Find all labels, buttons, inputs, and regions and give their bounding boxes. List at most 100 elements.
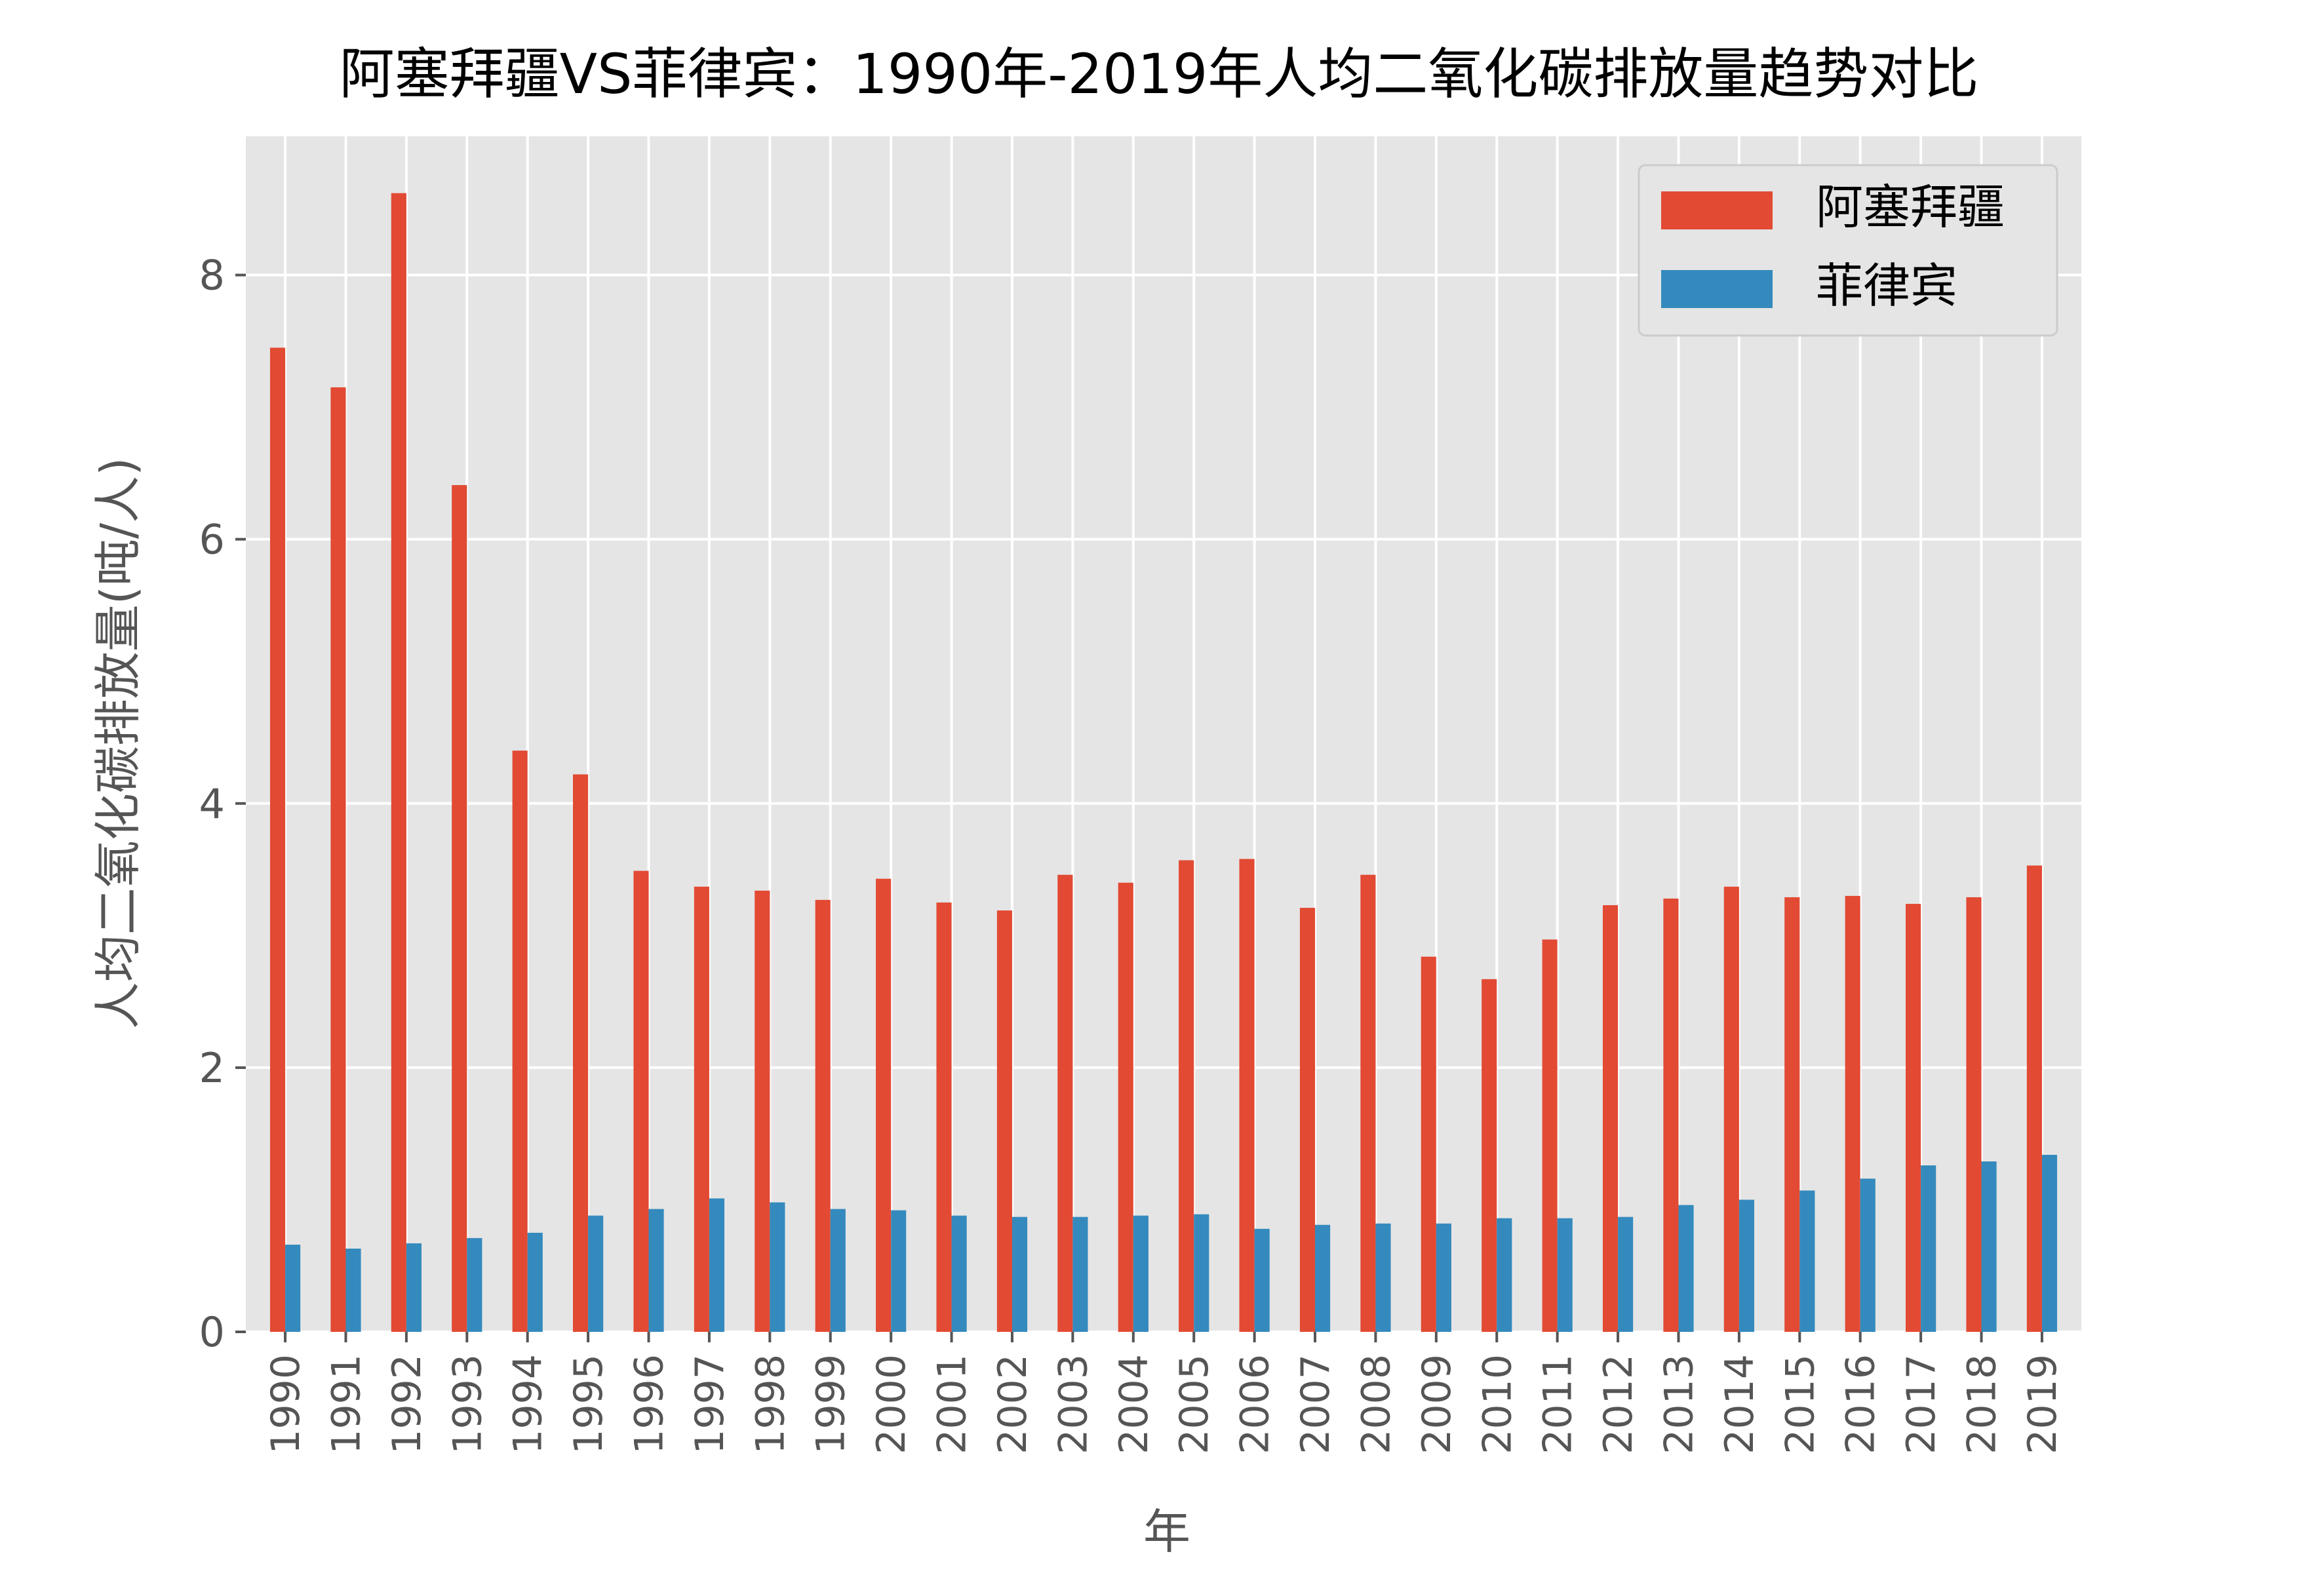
bar-series-1 — [1542, 939, 1558, 1332]
x-tick-label: 2003 — [1050, 1354, 1096, 1454]
bar-series-2 — [2041, 1154, 2058, 1332]
x-tick-label: 2004 — [1111, 1354, 1157, 1454]
x-tick-label: 1993 — [444, 1354, 490, 1454]
x-tick-label: 2002 — [990, 1354, 1036, 1454]
bar-series-2 — [588, 1215, 604, 1332]
bar-series-2 — [285, 1244, 301, 1332]
bar-series-2 — [1678, 1205, 1694, 1332]
bar-series-2 — [709, 1198, 725, 1332]
bar-series-2 — [406, 1243, 422, 1332]
bar-series-2 — [345, 1249, 361, 1332]
bar-series-2 — [1436, 1223, 1451, 1332]
x-tick-label: 2010 — [1474, 1354, 1520, 1454]
y-tick-label: 0 — [199, 1308, 225, 1356]
bar-series-1 — [633, 870, 649, 1332]
x-tick-label: 2013 — [1656, 1354, 1702, 1454]
bar-series-2 — [1860, 1178, 1876, 1332]
bar-series-1 — [1239, 859, 1255, 1332]
x-tick-label: 2001 — [930, 1354, 975, 1454]
y-tick-label: 2 — [199, 1044, 225, 1092]
bar-series-1 — [1299, 908, 1316, 1332]
chart-title: 阿塞拜疆VS菲律宾：1990年-2019年人均二氧化碳排放量趋势对比 — [340, 42, 1979, 106]
x-tick-label: 1997 — [687, 1354, 733, 1454]
x-tick-label: 1995 — [566, 1354, 612, 1454]
x-tick-label: 2017 — [1898, 1354, 1944, 1454]
bar-series-1 — [1421, 956, 1436, 1332]
x-tick-label: 2011 — [1535, 1354, 1581, 1454]
x-axis-label: 年 — [1143, 1504, 1190, 1559]
x-tick-label: 1996 — [627, 1354, 673, 1454]
bar-series-1 — [2026, 865, 2042, 1332]
bar-series-1 — [755, 890, 770, 1332]
bar-series-2 — [1012, 1216, 1028, 1332]
bar-series-2 — [1133, 1215, 1149, 1332]
bar-series-2 — [648, 1209, 664, 1332]
legend-label: 阿塞拜疆 — [1816, 180, 2005, 235]
bar-series-1 — [876, 878, 892, 1332]
bar-series-2 — [1618, 1216, 1634, 1332]
x-tick-label: 1992 — [384, 1354, 430, 1454]
x-tick-label: 1994 — [505, 1354, 551, 1454]
legend-swatch — [1661, 270, 1773, 308]
bar-series-2 — [1315, 1224, 1331, 1332]
y-tick-label: 4 — [199, 780, 225, 828]
bar-series-1 — [1057, 874, 1073, 1332]
bar-series-2 — [1738, 1199, 1754, 1332]
bar-series-1 — [1360, 874, 1376, 1332]
bar-series-2 — [1375, 1223, 1391, 1332]
bar-series-2 — [830, 1209, 846, 1332]
x-tick-label: 2016 — [1838, 1354, 1884, 1454]
x-tick-label: 2019 — [2020, 1354, 2066, 1454]
x-tick-label: 2012 — [1596, 1354, 1641, 1454]
x-tick-label: 2000 — [869, 1354, 914, 1454]
bar-series-2 — [1194, 1214, 1209, 1332]
bar-series-2 — [467, 1237, 482, 1332]
x-tick-label: 1999 — [808, 1354, 854, 1454]
bar-series-1 — [391, 193, 406, 1333]
bar-series-2 — [1072, 1216, 1088, 1332]
bar-series-1 — [936, 902, 952, 1332]
bar-series-1 — [1482, 979, 1497, 1332]
x-tick-label: 2008 — [1353, 1354, 1399, 1454]
bar-series-2 — [527, 1232, 543, 1332]
x-tick-label: 2014 — [1717, 1354, 1763, 1454]
bar-series-1 — [694, 886, 709, 1332]
x-tick-label: 2007 — [1293, 1354, 1339, 1454]
bar-series-1 — [815, 899, 831, 1332]
x-tick-label: 2005 — [1171, 1354, 1217, 1454]
legend-label: 菲律宾 — [1816, 258, 1957, 313]
bar-series-1 — [573, 774, 589, 1332]
x-tick-label: 1990 — [263, 1354, 309, 1454]
bar-series-2 — [1921, 1165, 1936, 1332]
bar-series-1 — [1179, 860, 1194, 1332]
bar-series-1 — [1845, 895, 1860, 1332]
y-tick-label: 8 — [199, 252, 225, 300]
bar-series-1 — [452, 485, 467, 1332]
bar-series-2 — [1981, 1161, 1997, 1332]
x-tick-label: 2018 — [1959, 1354, 2005, 1454]
x-tick-label: 2015 — [1777, 1354, 1823, 1454]
bar-series-1 — [1118, 882, 1133, 1332]
bar-series-1 — [1784, 897, 1800, 1332]
x-tick-label: 2006 — [1232, 1354, 1278, 1454]
bar-series-1 — [330, 387, 346, 1332]
bar-series-1 — [1966, 897, 1982, 1332]
bar-series-1 — [1602, 905, 1619, 1332]
bar-series-1 — [1723, 886, 1739, 1332]
bar-series-2 — [770, 1202, 785, 1332]
bar-series-2 — [951, 1215, 967, 1332]
legend-swatch — [1661, 191, 1773, 229]
x-tick-label: 2009 — [1414, 1354, 1460, 1454]
y-tick-label: 6 — [199, 516, 225, 564]
bar-series-2 — [1799, 1190, 1815, 1332]
x-tick-label: 1991 — [323, 1354, 369, 1454]
bar-series-1 — [996, 910, 1012, 1332]
bar-series-1 — [512, 750, 528, 1332]
x-tick-label: 1998 — [747, 1354, 793, 1454]
bar-series-1 — [1906, 903, 1921, 1332]
bar-series-2 — [891, 1210, 907, 1332]
bar-series-2 — [1254, 1228, 1270, 1332]
